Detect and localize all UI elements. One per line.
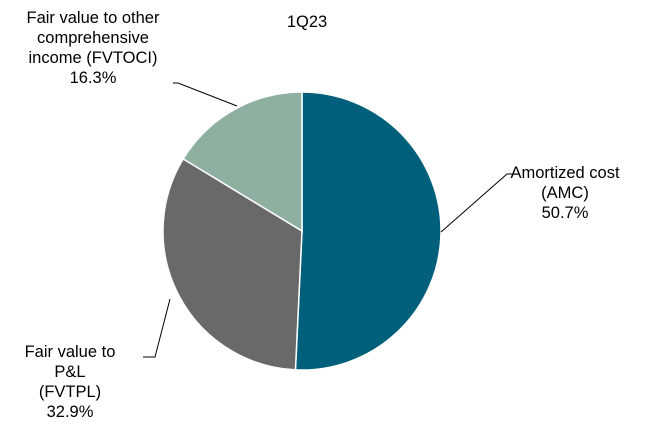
pie-slices (162, 91, 442, 371)
slice-name-label-2: Fair value to other (27, 9, 160, 27)
chart-title: 1Q23 (287, 13, 327, 31)
leader-line-1 (143, 298, 171, 358)
slice-name-label-2: income (FVTOCI) (29, 49, 158, 67)
slice-name-label-2: comprehensive (37, 29, 149, 47)
slice-value-label-2: 16.3% (70, 69, 117, 87)
leader-line-2 (173, 82, 238, 107)
slice-name-label-1: (FVTPL) (39, 383, 101, 401)
pie-slice-0 (294, 91, 442, 371)
slice-labels: Amortized cost (AMC) 50.7% Fair value to P&L… (25, 9, 620, 421)
leader-line-0 (440, 173, 517, 233)
slice-name-label-1: Fair value to (25, 343, 116, 361)
slice-name-label-0: (AMC) (541, 184, 589, 202)
slice-value-label-0: 50.7% (542, 204, 589, 222)
pie-slice-2 (182, 91, 303, 233)
leader-lines (143, 82, 517, 358)
pie-slice-1 (162, 157, 303, 371)
slice-name-label-0: Amortized cost (510, 164, 620, 182)
slice-name-label-1: P&L (54, 363, 85, 381)
slice-value-label-1: 32.9% (47, 403, 94, 421)
